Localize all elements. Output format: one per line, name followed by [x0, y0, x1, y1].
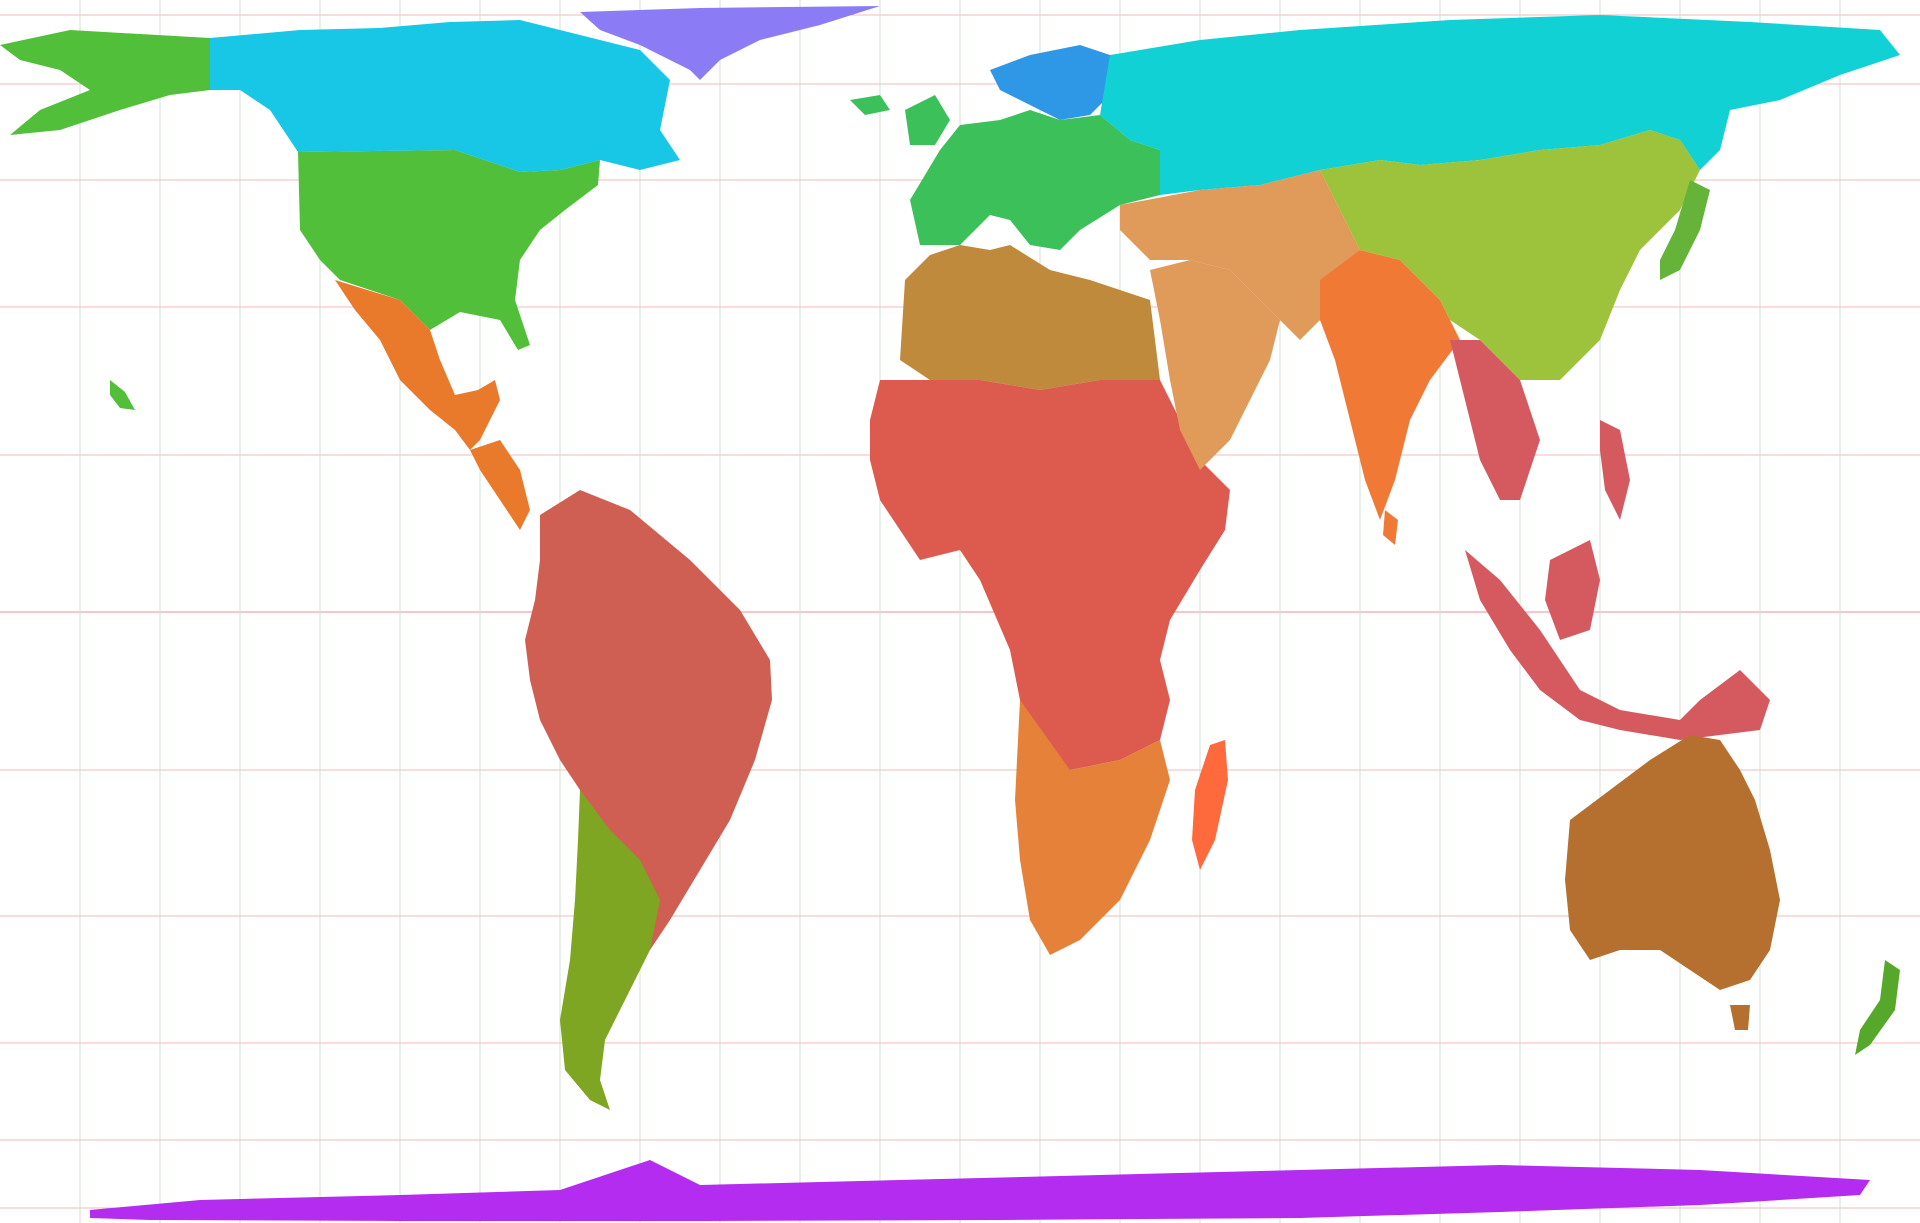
region-new-zealand: [1855, 960, 1900, 1055]
region-philippines: [1600, 420, 1630, 520]
region-sri-lanka: [1383, 510, 1398, 545]
region-africa-north: [900, 245, 1160, 390]
region-madagascar: [1192, 740, 1228, 870]
region-indonesia: [1465, 550, 1770, 740]
region-australia: [1565, 735, 1780, 990]
region-central-america: [470, 440, 530, 530]
region-mexico: [335, 280, 500, 450]
region-russia: [1100, 15, 1900, 195]
region-hawaii: [110, 380, 135, 410]
region-middle-east: [1150, 260, 1280, 470]
region-south-america-north: [525, 490, 772, 950]
landmasses: [0, 6, 1900, 1221]
region-iceland: [850, 95, 890, 115]
region-scandinavia: [990, 45, 1110, 120]
region-iran-central-asia: [1120, 170, 1360, 340]
region-tasmania: [1730, 1005, 1750, 1030]
region-africa-south: [1015, 700, 1170, 955]
region-china: [1320, 130, 1700, 380]
region-united-states: [298, 150, 600, 350]
region-alaska: [0, 30, 210, 135]
region-africa-central: [870, 380, 1230, 770]
region-europe: [910, 110, 1160, 250]
region-uk: [905, 95, 950, 145]
region-indochina: [1450, 340, 1540, 500]
region-india: [1320, 250, 1460, 520]
region-greenland: [580, 6, 880, 80]
region-south-america-south: [560, 790, 660, 1110]
region-japan: [1660, 180, 1710, 280]
region-canada: [210, 20, 680, 172]
region-borneo: [1545, 540, 1600, 640]
region-antarctica: [90, 1160, 1870, 1221]
